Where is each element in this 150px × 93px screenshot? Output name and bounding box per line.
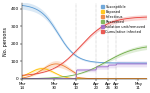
Y-axis label: No. persons: No. persons — [3, 27, 8, 56]
Legend: Susceptible, Exposed, Infectious, Recovered, Isolation unit/removed, Cumulative : Susceptible, Exposed, Infectious, Recove… — [101, 4, 146, 34]
